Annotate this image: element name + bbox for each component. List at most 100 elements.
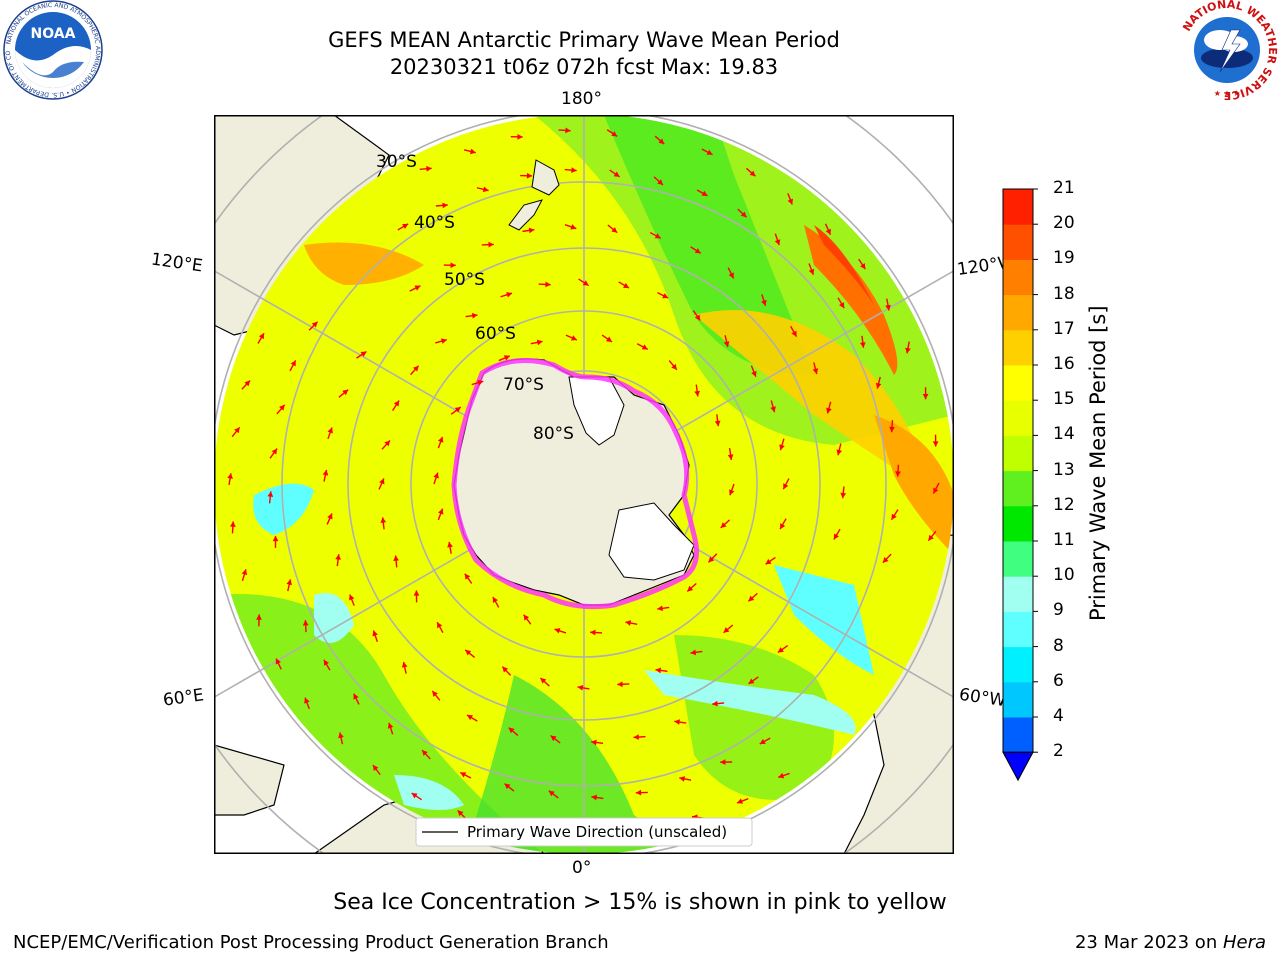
wave-arrow-head xyxy=(342,389,349,396)
colorbar-tick-label: 2 xyxy=(1053,741,1064,762)
wave-arrow-head xyxy=(836,449,843,456)
colorbar-tick-label: 21 xyxy=(1053,178,1075,198)
lat-label-70s: 70°S xyxy=(503,375,544,395)
colorbar-title: Primary Wave Mean Period [s] xyxy=(1086,305,1110,621)
footer-date: 23 Mar 2023 on Hera xyxy=(1075,932,1266,953)
wave-arrow-head xyxy=(825,228,831,235)
wave-arrow-head xyxy=(922,393,929,400)
wave-arrow-head xyxy=(749,170,756,177)
wave-arrow-head xyxy=(571,167,577,174)
wave-arrow-head xyxy=(611,131,618,137)
wave-arrow-head xyxy=(633,734,639,740)
wave-arrow-head xyxy=(234,427,240,434)
colorbar xyxy=(1002,188,1038,782)
colorbar-extend-triangle xyxy=(1002,751,1034,782)
footer-machine: Hera xyxy=(1222,932,1266,953)
wave-arrow-head xyxy=(582,280,589,286)
wave-arrow-head xyxy=(450,262,456,269)
wave-arrow-head xyxy=(658,138,665,145)
wave-arrow-head xyxy=(690,649,697,656)
wave-arrow-head xyxy=(737,798,743,804)
wave-arrow-head xyxy=(826,407,832,414)
wave-arrow-head xyxy=(882,556,889,563)
wave-arrow-head xyxy=(723,627,730,633)
map-plot: Primary Wave Direction (unscaled) xyxy=(214,115,954,854)
colorbar-segment xyxy=(1003,576,1033,612)
lat-label-40s: 40°S xyxy=(414,213,455,233)
colorbar-tick-label: 18 xyxy=(1053,283,1075,304)
wave-arrow-head xyxy=(932,441,939,447)
wave-arrow-head xyxy=(432,690,438,697)
wave-arrow-head xyxy=(271,448,278,455)
wave-arrow-head xyxy=(413,590,420,596)
map-legend: Primary Wave Direction (unscaled) xyxy=(415,817,753,847)
wave-arrow-head xyxy=(889,426,895,433)
wave-arrow-head xyxy=(570,335,577,341)
wave-arrow-head xyxy=(503,355,510,361)
noaa-logo-text: NOAA xyxy=(31,26,76,42)
colorbar-segment xyxy=(1003,294,1033,331)
lat-label-50s: 50°S xyxy=(444,270,485,290)
wave-arrow-head xyxy=(327,513,333,520)
wave-arrow-head xyxy=(504,783,511,790)
wave-arrow-head xyxy=(611,227,618,233)
wave-arrow-head xyxy=(679,776,686,782)
wave-arrow-head xyxy=(412,365,419,372)
wave-arrow-head xyxy=(641,344,648,350)
wave-arrow-head xyxy=(441,338,447,344)
wave-arrow-head xyxy=(256,614,262,620)
wave-arrow-head xyxy=(550,735,557,742)
wave-arrow-head xyxy=(414,285,421,291)
wave-arrow-head xyxy=(714,420,721,427)
legend-label: Primary Wave Direction (unscaled) xyxy=(467,823,727,841)
wave-arrow-head xyxy=(353,693,359,700)
wave-arrow-head xyxy=(338,732,344,739)
wave-arrow-head xyxy=(536,339,543,346)
wave-arrow-head xyxy=(227,473,233,479)
wave-arrow-head xyxy=(701,190,708,196)
wave-arrow-head xyxy=(625,620,632,626)
wave-arrow-head xyxy=(372,765,379,771)
colorbar-segment xyxy=(1003,224,1033,260)
wave-arrow-head xyxy=(438,508,444,515)
wave-arrow-head xyxy=(379,478,385,485)
wave-arrow-head xyxy=(708,556,715,563)
lon-label-0: 0° xyxy=(572,858,592,878)
wave-arrow-head xyxy=(422,750,428,756)
colorbar-tick-label: 13 xyxy=(1053,459,1075,480)
wave-arrow-head xyxy=(761,299,767,306)
wave-arrow-head xyxy=(780,523,786,530)
wave-arrow-head xyxy=(840,492,847,499)
nws-logo: NATIONAL WEATHER SERVICE ★ ★ ★ xyxy=(1178,0,1278,100)
wave-arrow-head xyxy=(779,444,785,451)
wave-arrow-head xyxy=(267,491,274,497)
wave-arrow-head xyxy=(502,666,509,673)
colorbar-tick-label: 11 xyxy=(1053,530,1075,550)
wave-arrow-head xyxy=(322,469,329,476)
wave-arrow-head xyxy=(554,628,561,634)
chart-title: GEFS MEAN Antarctic Primary Wave Mean Pe… xyxy=(328,28,840,52)
wave-arrow-head xyxy=(617,681,623,688)
wave-arrow-head xyxy=(457,810,464,817)
wave-arrow-head xyxy=(304,697,310,704)
wave-arrow-head xyxy=(720,759,726,765)
wave-arrow-head xyxy=(674,719,680,725)
wave-direction-arrows xyxy=(227,127,940,841)
wave-arrow-head xyxy=(393,555,399,561)
wave-arrow-head xyxy=(272,535,279,542)
wave-arrow-head xyxy=(727,454,734,460)
wave-arrow-head xyxy=(411,793,418,799)
colorbar-tick-label: 10 xyxy=(1053,565,1075,586)
wave-arrow-head xyxy=(477,379,484,386)
wave-arrow-head xyxy=(323,659,330,666)
wave-arrow-head xyxy=(492,597,498,604)
wave-arrow-head xyxy=(933,487,939,494)
wave-arrow-head xyxy=(791,330,797,337)
colorbar-segment xyxy=(1003,470,1033,507)
wave-arrow-head xyxy=(712,700,718,707)
wave-arrow-head xyxy=(360,351,367,357)
wave-arrow-head xyxy=(387,722,394,729)
wave-arrow-head xyxy=(464,573,471,580)
wave-arrow-head xyxy=(230,521,236,527)
wave-arrow-head xyxy=(241,569,248,576)
